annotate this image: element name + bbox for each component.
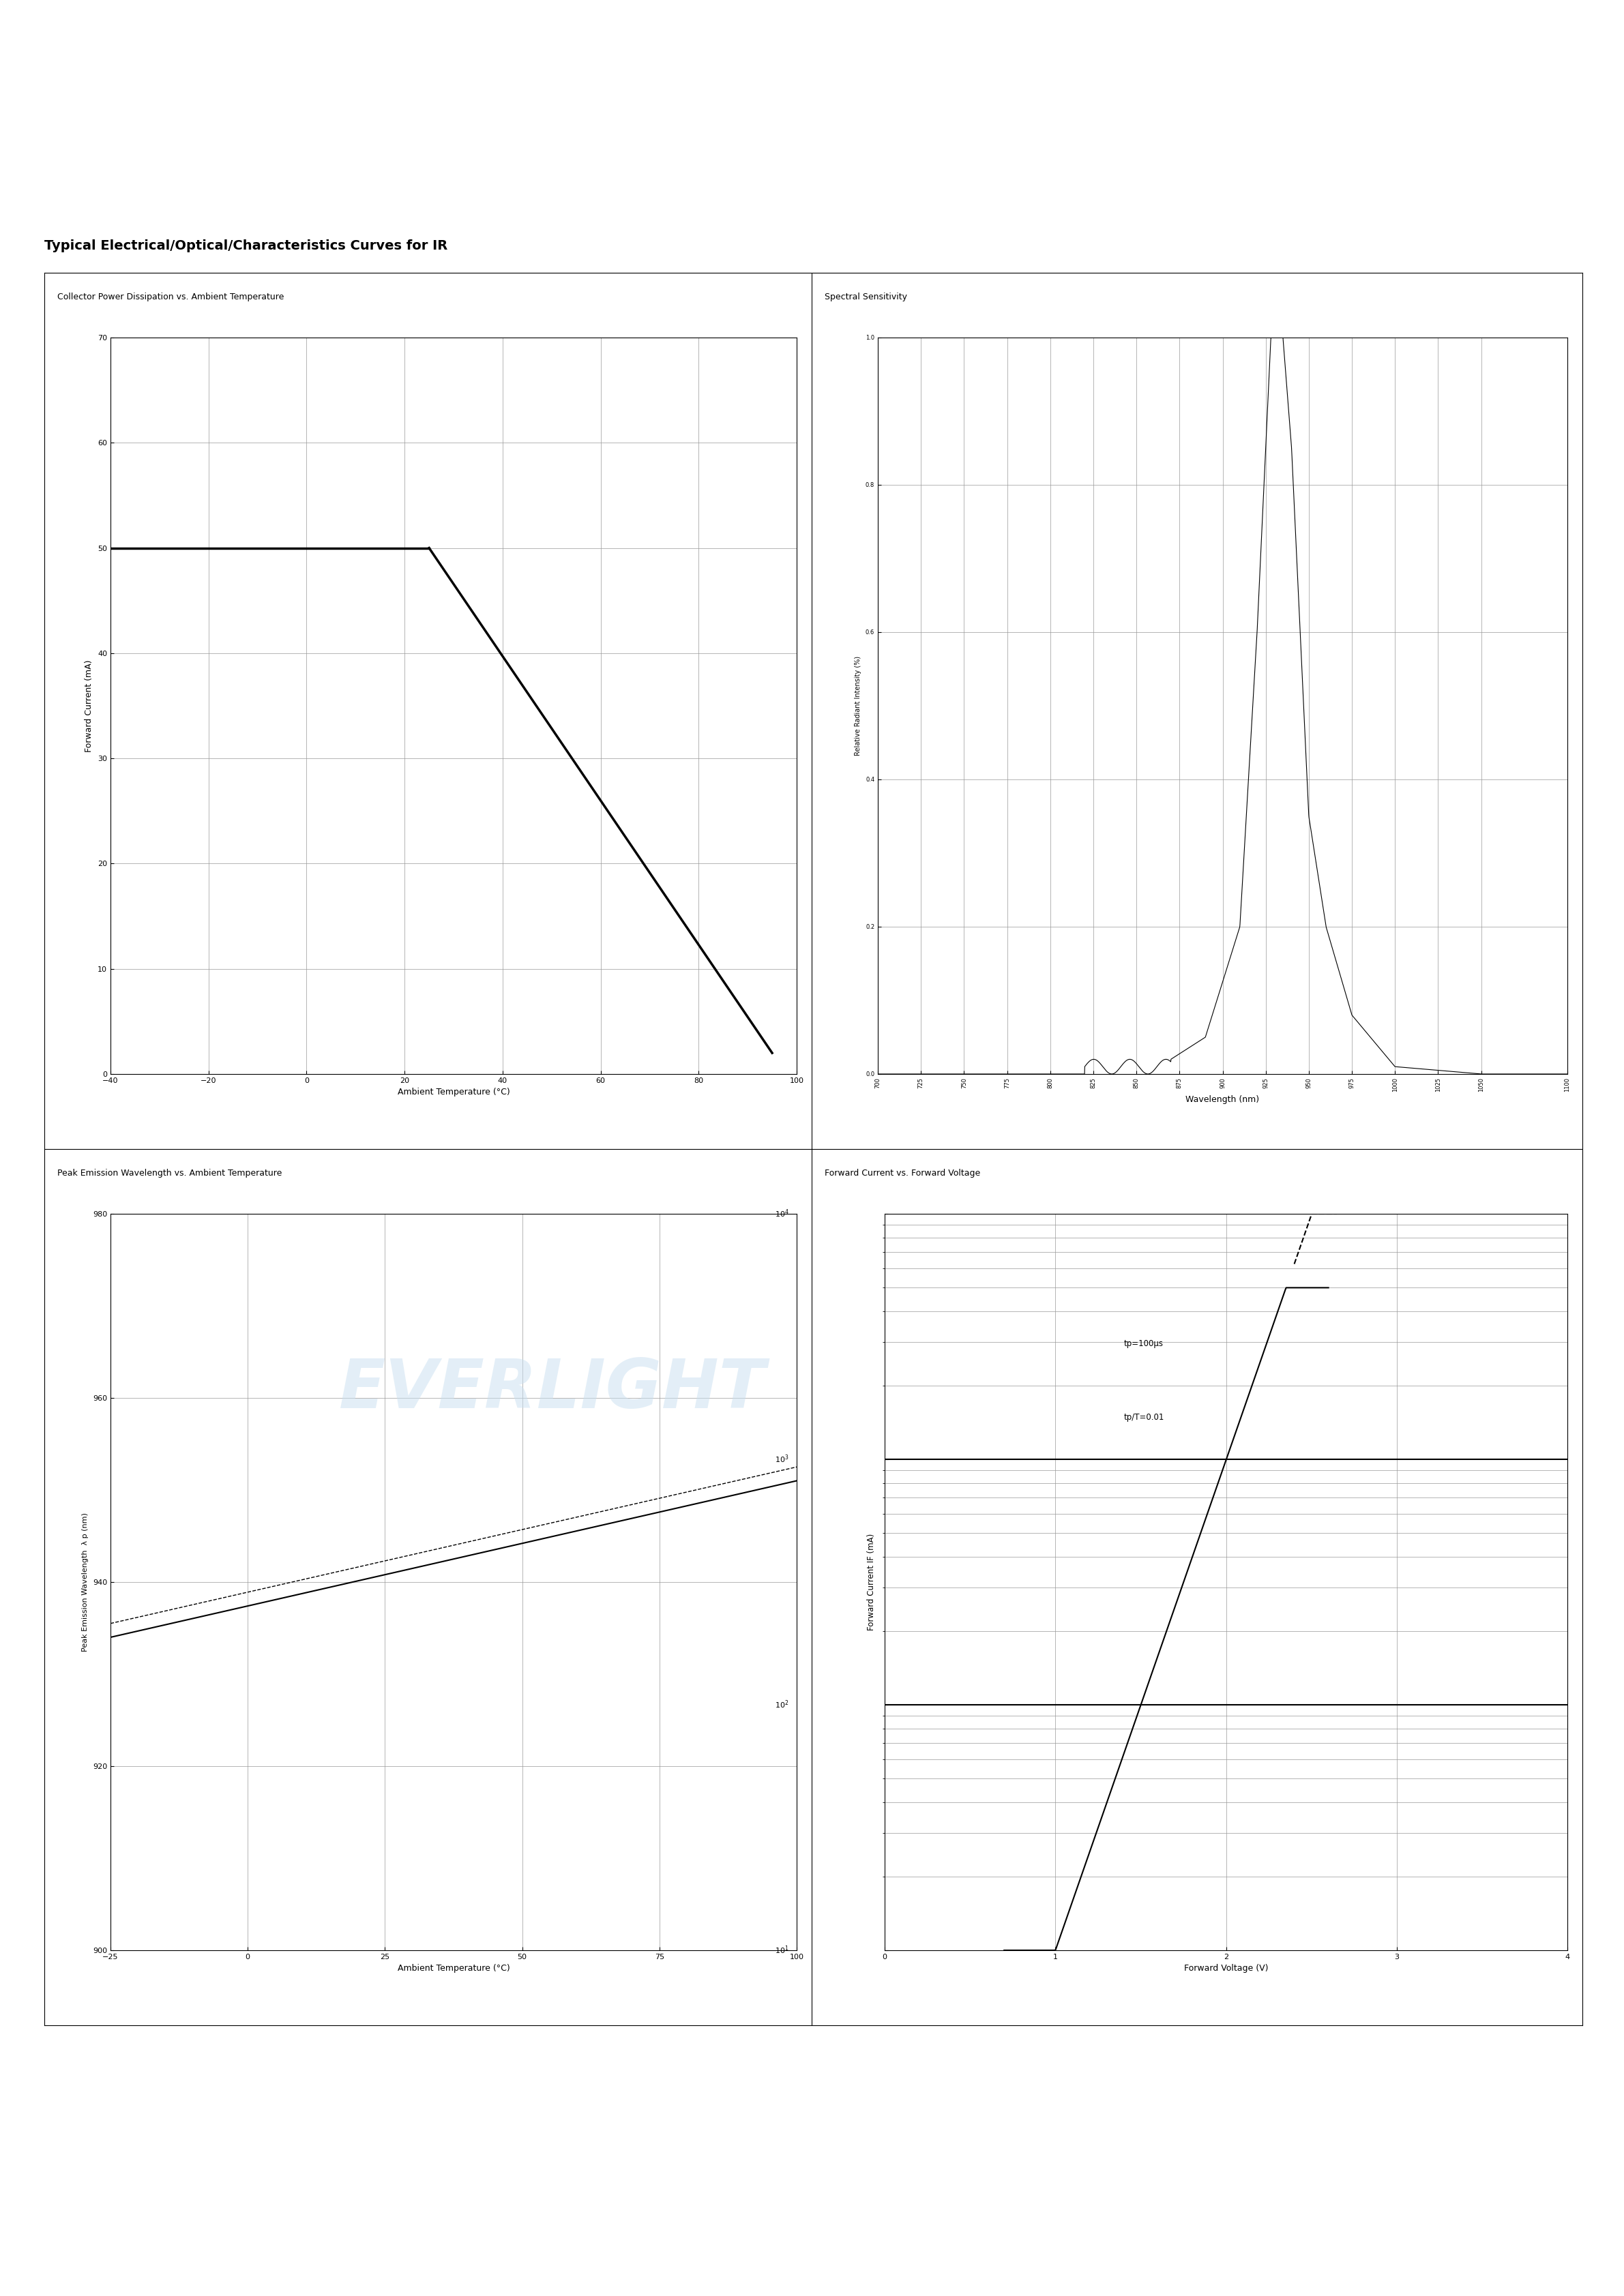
Y-axis label: Forward Current (mA): Forward Current (mA) [84, 659, 94, 753]
Text: Opto Interrupter: Opto Interrupter [36, 53, 122, 62]
Y-axis label: Forward Current IF (mA): Forward Current IF (mA) [867, 1534, 875, 1630]
Text: EVERLIGHT: EVERLIGHT [339, 1357, 765, 1421]
X-axis label: Wavelength (nm): Wavelength (nm) [1186, 1095, 1260, 1104]
Text: 4: 4 [36, 2243, 44, 2255]
Text: $10^{3}$: $10^{3}$ [775, 1453, 789, 1465]
Text: $10^{4}$: $10^{4}$ [775, 1208, 789, 1219]
Text: DATASHEET: DATASHEET [36, 21, 128, 32]
Text: Collector Power Dissipation vs. Ambient Temperature: Collector Power Dissipation vs. Ambient … [57, 292, 284, 301]
Text: Spectral Sensitivity: Spectral Sensitivity [825, 292, 908, 301]
Text: EVERLIGHT: EVERLIGHT [1398, 39, 1588, 69]
X-axis label: Ambient Temperature (°C): Ambient Temperature (°C) [398, 1963, 510, 1972]
Text: $10^{2}$: $10^{2}$ [775, 1699, 789, 1711]
Text: tp/T=0.01: tp/T=0.01 [1124, 1414, 1164, 1421]
Y-axis label: Relative Radiant Intensity (%): Relative Radiant Intensity (%) [854, 657, 862, 755]
X-axis label: Ambient Temperature (°C): Ambient Temperature (°C) [398, 1088, 510, 1097]
Text: www.everlight.com: www.everlight.com [1476, 2245, 1588, 2255]
Text: Typical Electrical/Optical/Characteristics Curves for IR: Typical Electrical/Optical/Characteristi… [44, 239, 448, 253]
Text: $10^{1}$: $10^{1}$ [775, 1945, 789, 1956]
Text: Copyright © 2010, Everlight All Rights Reserved. Release Date : : Oct.23.2015. I: Copyright © 2010, Everlight All Rights R… [106, 2245, 443, 2252]
Text: tp=100μs: tp=100μs [1124, 1339, 1163, 1348]
X-axis label: Forward Voltage (V): Forward Voltage (V) [1184, 1963, 1268, 1972]
Text: Peak Emission Wavelength vs. Ambient Temperature: Peak Emission Wavelength vs. Ambient Tem… [57, 1169, 283, 1178]
Y-axis label: Peak Emission Wavelength  λ p (nm): Peak Emission Wavelength λ p (nm) [83, 1513, 89, 1651]
Text: Forward Current vs. Forward Voltage: Forward Current vs. Forward Voltage [825, 1169, 981, 1178]
Text: ITR9904: ITR9904 [36, 85, 80, 96]
